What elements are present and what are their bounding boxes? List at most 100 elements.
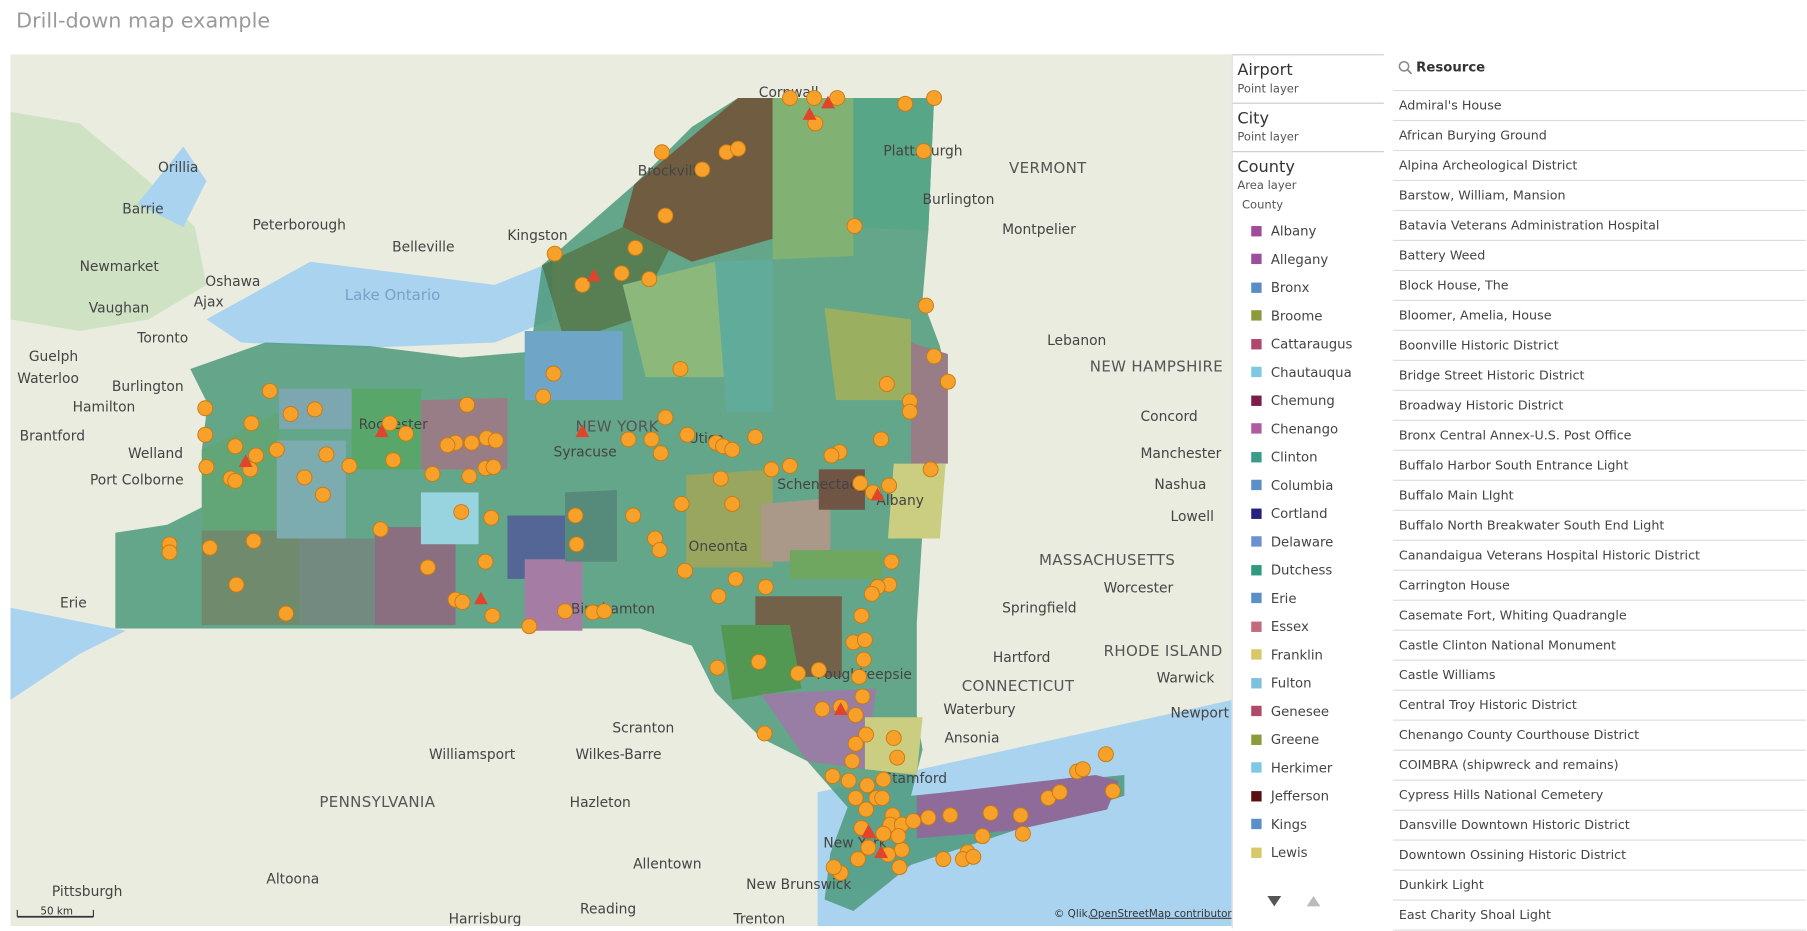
point-marker[interactable] — [485, 459, 502, 476]
resource-item[interactable]: Canandaigua Veterans Hospital Historic D… — [1393, 541, 1806, 571]
point-marker[interactable] — [198, 459, 215, 476]
point-marker[interactable] — [261, 382, 278, 399]
legend-item[interactable]: Delaware — [1237, 528, 1379, 556]
point-marker[interactable] — [965, 848, 982, 865]
point-marker[interactable] — [487, 432, 504, 449]
point-marker[interactable] — [477, 553, 494, 570]
search-icon[interactable] — [1398, 60, 1414, 76]
point-marker[interactable] — [852, 475, 869, 492]
point-marker[interactable] — [727, 570, 744, 587]
point-marker[interactable] — [227, 472, 244, 489]
point-marker[interactable] — [926, 90, 943, 106]
airport-marker[interactable] — [821, 95, 835, 109]
point-marker[interactable] — [858, 726, 875, 743]
point-marker[interactable] — [653, 144, 670, 161]
point-marker[interactable] — [926, 348, 943, 365]
point-marker[interactable] — [875, 825, 892, 842]
point-marker[interactable] — [875, 771, 892, 788]
point-marker[interactable] — [763, 461, 780, 478]
point-marker[interactable] — [851, 668, 868, 685]
point-marker[interactable] — [853, 607, 870, 624]
point-marker[interactable] — [847, 790, 864, 806]
point-marker[interactable] — [596, 603, 613, 620]
point-marker[interactable] — [535, 388, 552, 405]
point-marker[interactable] — [385, 452, 402, 469]
point-marker[interactable] — [847, 735, 864, 752]
point-marker[interactable] — [874, 790, 891, 806]
point-marker[interactable] — [652, 445, 669, 462]
point-marker[interactable] — [806, 90, 823, 106]
point-marker[interactable] — [1097, 746, 1114, 763]
point-marker[interactable] — [750, 653, 767, 670]
point-marker[interactable] — [657, 409, 674, 426]
point-marker[interactable] — [483, 509, 500, 526]
resource-item[interactable]: African Burying Ground — [1393, 121, 1806, 152]
point-marker[interactable] — [850, 851, 866, 868]
resource-item[interactable]: Barstow, William, Mansion — [1393, 181, 1806, 212]
point-marker[interactable] — [651, 542, 668, 559]
point-marker[interactable] — [620, 431, 637, 448]
legend-item[interactable]: Columbia — [1237, 471, 1379, 499]
point-marker[interactable] — [790, 665, 806, 682]
resource-item[interactable]: Buffalo Harbor South Entrance Light — [1393, 451, 1806, 481]
point-marker[interactable] — [756, 725, 773, 742]
resource-item[interactable]: Downtown Ossining Historic District — [1393, 841, 1806, 871]
point-marker[interactable] — [314, 486, 331, 503]
point-marker[interactable] — [613, 265, 630, 282]
resource-item[interactable]: COIMBRA (shipwreck and remains) — [1393, 751, 1806, 781]
point-marker[interactable] — [859, 777, 876, 794]
airport-marker[interactable] — [374, 424, 389, 438]
point-marker[interactable] — [922, 461, 939, 478]
point-marker[interactable] — [439, 437, 456, 454]
point-marker[interactable] — [863, 585, 880, 602]
resource-item[interactable]: Admiral's House — [1393, 91, 1806, 122]
point-marker[interactable] — [197, 400, 214, 417]
point-marker[interactable] — [893, 841, 910, 858]
resource-item[interactable]: Broadway Historic District — [1393, 391, 1806, 421]
point-marker[interactable] — [757, 579, 774, 595]
point-marker[interactable] — [891, 859, 908, 876]
point-marker[interactable] — [829, 90, 846, 106]
point-marker[interactable] — [709, 659, 726, 676]
point-marker[interactable] — [201, 539, 218, 556]
point-marker[interactable] — [858, 801, 875, 818]
point-marker[interactable] — [643, 431, 660, 448]
resource-item[interactable]: Block House, The — [1393, 271, 1806, 301]
point-marker[interactable] — [318, 446, 335, 463]
point-marker[interactable] — [810, 662, 827, 678]
point-marker[interactable] — [453, 504, 470, 520]
point-marker[interactable] — [461, 468, 478, 485]
point-marker[interactable] — [860, 839, 877, 856]
airport-marker[interactable] — [238, 454, 253, 468]
point-marker[interactable] — [982, 805, 999, 821]
point-marker[interactable] — [905, 813, 922, 830]
legend-item[interactable]: Chenango — [1237, 415, 1379, 443]
resource-item[interactable]: Castle Clinton National Monument — [1393, 631, 1806, 661]
legend-item[interactable]: Lewis — [1237, 838, 1379, 866]
airport-marker[interactable] — [874, 845, 888, 858]
point-marker[interactable] — [278, 605, 294, 622]
point-marker[interactable] — [901, 403, 918, 420]
point-marker[interactable] — [463, 434, 480, 451]
attribution-link[interactable]: OpenStreetMap contributors — [1090, 908, 1232, 920]
legend-item[interactable]: Fulton — [1237, 669, 1379, 697]
point-marker[interactable] — [568, 536, 585, 553]
point-marker[interactable] — [855, 651, 872, 668]
legend-item[interactable]: Cortland — [1237, 499, 1379, 527]
airport-marker[interactable] — [575, 424, 590, 438]
point-marker[interactable] — [567, 507, 584, 524]
point-marker[interactable] — [641, 271, 658, 288]
point-marker[interactable] — [1074, 761, 1091, 778]
point-marker[interactable] — [694, 161, 711, 178]
point-marker[interactable] — [296, 469, 313, 486]
resource-item[interactable]: Alpina Archeological District — [1393, 151, 1806, 182]
resource-item[interactable]: Battery Weed — [1393, 241, 1806, 272]
airport-marker[interactable] — [802, 107, 817, 120]
point-marker[interactable] — [747, 429, 764, 446]
point-marker[interactable] — [856, 632, 873, 648]
point-marker[interactable] — [484, 607, 501, 624]
point-marker[interactable] — [724, 441, 741, 458]
point-marker[interactable] — [625, 507, 642, 524]
point-marker[interactable] — [814, 701, 831, 718]
legend-item[interactable]: Clinton — [1237, 443, 1379, 471]
